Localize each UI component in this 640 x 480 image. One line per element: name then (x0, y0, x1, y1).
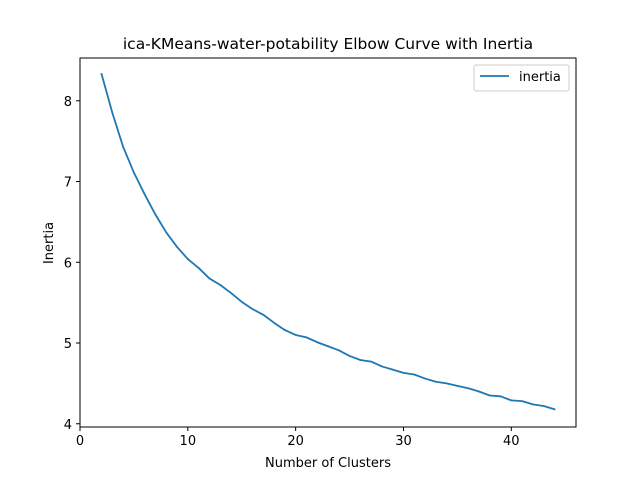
inertia-point (305, 336, 308, 339)
x-axis: 0 10 20 30 40 (76, 427, 520, 449)
inertia-point (251, 308, 254, 311)
y-tick-label: 4 (64, 418, 72, 433)
x-tick-label: 20 (287, 434, 304, 449)
inertia-point (456, 384, 459, 387)
inertia-point (154, 213, 157, 216)
inertia-point (337, 349, 340, 352)
inertia-point (316, 341, 319, 344)
x-tick-label: 40 (503, 434, 520, 449)
inertia-point (230, 292, 232, 294)
inertia-point (413, 373, 416, 376)
inertia-point (122, 145, 125, 148)
inertia-point (165, 231, 168, 234)
inertia-point (111, 112, 114, 114)
inertia-point (467, 387, 470, 390)
inertia-point (510, 399, 513, 402)
inertia-point (143, 193, 146, 196)
legend: inertia (473, 64, 570, 92)
inertia-point (488, 394, 491, 397)
inertia-point (391, 368, 394, 371)
inertia-point (240, 300, 243, 303)
y-axis-label: Inertia (42, 222, 57, 264)
inertia-point (521, 400, 523, 403)
y-tick-label: 7 (64, 176, 72, 191)
inertia-point (219, 283, 222, 286)
x-axis-label: Number of Clusters (265, 456, 391, 471)
inertia-point (262, 313, 265, 316)
inertia-point (553, 408, 556, 411)
x-tick-label: 30 (395, 434, 412, 449)
inertia-point (348, 355, 351, 357)
x-tick-label: 10 (180, 434, 197, 449)
inertia-point (133, 171, 135, 174)
inertia-point (273, 321, 275, 324)
inertia-point (100, 73, 103, 76)
chart-title: ica-KMeans-water-potability Elbow Curve … (123, 35, 533, 53)
y-axis: 4 5 6 7 8 (64, 95, 80, 433)
inertia-point (370, 360, 373, 363)
inertia-point (402, 372, 405, 374)
inertia-point (542, 405, 545, 407)
inertia-point (176, 246, 178, 248)
inertia-point (531, 403, 534, 406)
axes-frame (79, 57, 577, 428)
inertia-point (424, 377, 426, 380)
inertia-point (197, 267, 200, 269)
inertia-point (208, 277, 211, 280)
inertia-points (100, 73, 556, 411)
y-tick-label: 8 (64, 95, 72, 110)
y-tick-label: 5 (64, 337, 72, 352)
inertia-point (478, 390, 480, 393)
y-tick-label: 6 (64, 256, 72, 271)
inertia-point (381, 365, 383, 368)
plot-area (79, 57, 577, 428)
inertia-point (434, 380, 437, 383)
inertia-point (327, 345, 329, 348)
inertia-point (283, 329, 286, 332)
inertia-point (445, 382, 448, 385)
legend-box (473, 64, 570, 92)
inertia-point (499, 395, 502, 398)
inertia-point (294, 334, 297, 336)
inertia-point (359, 359, 362, 361)
x-tick-label: 0 (76, 434, 84, 449)
legend-label: inertia (519, 70, 561, 85)
inertia-point (186, 258, 189, 260)
